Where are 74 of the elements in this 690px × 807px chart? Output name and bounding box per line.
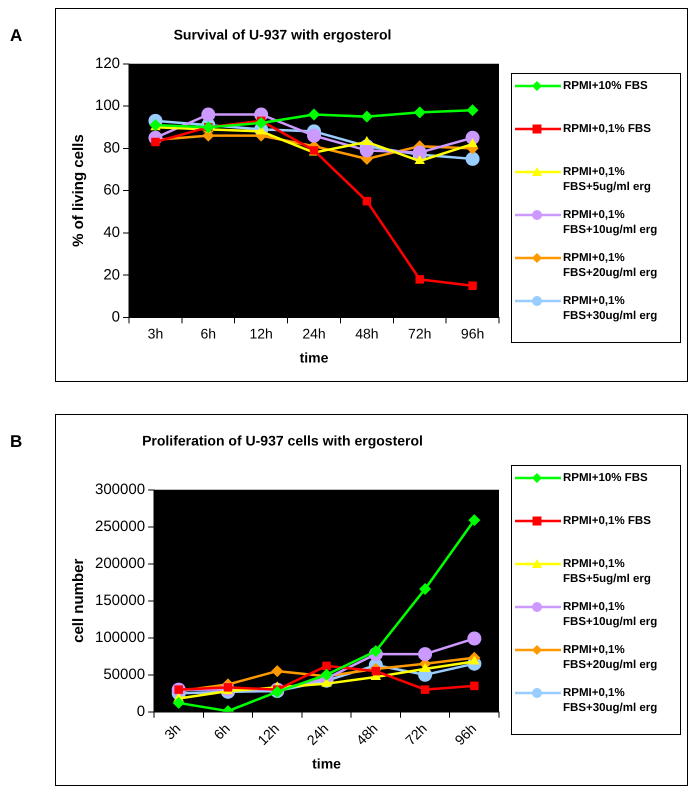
point (414, 106, 426, 118)
x-tick-label: 48h (352, 720, 381, 748)
y-tick-label: 250000 (94, 518, 146, 535)
legend-label: RPMI+0,1% FBS+10ug/ml erg (563, 208, 658, 238)
y-tick-label: 20 (103, 266, 120, 284)
y-tick-label: 60 (103, 182, 120, 199)
legend-label: RPMI+0,1% FBS (563, 514, 651, 529)
y-axis-title: % of living cells (70, 134, 88, 247)
point (468, 514, 480, 526)
x-axis-title: time (300, 349, 329, 366)
point (420, 662, 430, 672)
point (362, 196, 372, 206)
point (201, 108, 216, 122)
legend-label: RPMI+10% FBS (563, 79, 648, 94)
point (466, 152, 480, 166)
point (172, 696, 185, 709)
x-tick-label: 48h (355, 326, 379, 342)
legend-label: RPMI+0,1% FBS+10ug/ml erg (563, 600, 658, 630)
point (360, 110, 373, 123)
legend-label: RPMI+0,1% FBS+20ug/ml erg (563, 643, 658, 673)
point (151, 138, 160, 146)
point (322, 662, 331, 670)
y-tick-label: 40 (103, 224, 120, 242)
x-axis-title: time (312, 755, 342, 772)
chart-title: Proliferation of U-937 cells with ergosterol (142, 432, 423, 448)
y-tick-label: 0 (136, 702, 146, 720)
y-axis-title: cell number (70, 558, 88, 643)
y-tick-label: 50000 (103, 666, 146, 683)
x-tick-label: 12h (254, 720, 282, 748)
point (415, 275, 424, 284)
legend-label: RPMI+0,1% FBS+30ug/ml erg (563, 686, 658, 716)
point (418, 647, 432, 662)
point (307, 128, 322, 143)
point (360, 143, 374, 158)
point (370, 645, 382, 658)
y-tick-label: 150000 (94, 592, 146, 609)
x-tick-label: 24h (302, 326, 326, 342)
y-tick-label: 100 (94, 97, 120, 114)
point (271, 665, 284, 678)
legend-label: RPMI+0,1% FBS+20ug/ml erg (563, 251, 658, 281)
chart-title: Survival of U-937 with ergosterol (174, 26, 392, 42)
text: A (10, 26, 22, 46)
point (420, 685, 430, 694)
y-tick-label: 100000 (94, 628, 146, 646)
point (470, 682, 479, 690)
point (419, 582, 432, 595)
legend-label: RPMI+0,1% FBS+5ug/ml erg (563, 165, 652, 195)
point (372, 666, 380, 676)
x-tick-label: 3h (161, 720, 184, 743)
legend-label: RPMI+0,1% FBS+30ug/ml erg (563, 294, 658, 324)
x-tick-label: 3h (148, 326, 164, 342)
text: B (10, 432, 22, 452)
legend-label: RPMI+10% FBS (563, 471, 648, 486)
point (308, 108, 320, 121)
legend-label: RPMI+0,1% FBS+5ug/ml erg (563, 557, 652, 587)
x-tick-label: 6h (210, 720, 233, 743)
legend-label: RPMI+0,1% FBS (563, 122, 651, 137)
point (255, 116, 268, 129)
x-tick-label: 6h (200, 326, 216, 342)
x-tick-label: 96h (460, 326, 484, 342)
y-tick-label: 200000 (94, 554, 146, 572)
x-tick-label: 96h (451, 720, 480, 748)
x-tick-label: 72h (408, 326, 432, 342)
x-tick-label: 12h (249, 326, 273, 342)
y-tick-label: 120 (94, 54, 120, 72)
y-tick-label: 300000 (94, 480, 146, 498)
y-tick-label: 80 (103, 139, 120, 156)
point (467, 632, 482, 646)
point (468, 281, 477, 290)
y-tick-label: 0 (112, 308, 120, 326)
point (466, 104, 479, 116)
point (414, 155, 425, 164)
x-tick-label: 72h (402, 720, 430, 748)
x-tick-label: 24h (304, 720, 332, 748)
